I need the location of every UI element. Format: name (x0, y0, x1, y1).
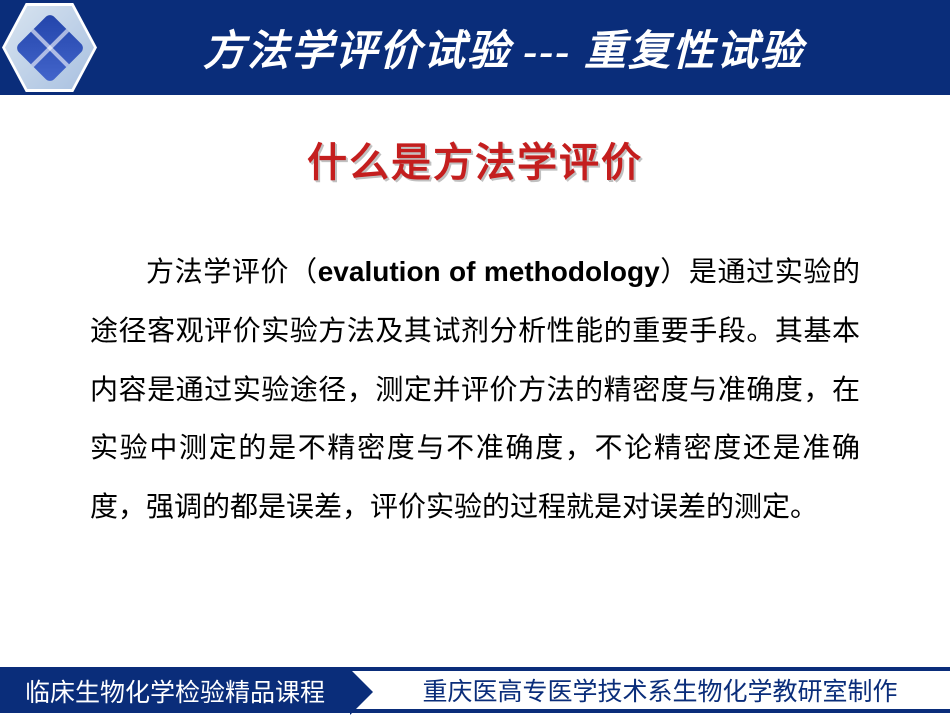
content-subtitle: 什么是方法学评价 (90, 130, 860, 188)
body-text-english: evalution of methodology (318, 256, 660, 287)
body-text-prefix: 方法学评价（ (146, 256, 318, 287)
header-hex-logo (2, 3, 97, 92)
slide-footer: 临床生物化学检验精品课程 重庆医高专医学技术系生物化学教研室制作 (0, 667, 950, 713)
logo-mark-icon (14, 12, 85, 83)
slide-content: 什么是方法学评价 方法学评价（evalution of methodology）… (0, 95, 950, 537)
logo-inner (5, 6, 94, 89)
slide-header: 方法学评价试验 --- 重复性试验 (0, 0, 950, 95)
header-title: 方法学评价试验 --- 重复性试验 (97, 17, 950, 78)
footer-right-label: 重庆医高专医学技术系生物化学教研室制作 (350, 667, 950, 713)
body-paragraph: 方法学评价（evalution of methodology）是通过实验的途径客… (90, 243, 860, 537)
body-text-suffix: ）是通过实验的途径客观评价实验方法及其试剂分析性能的重要手段。其基本内容是通过实… (90, 256, 860, 522)
footer-left-label: 临床生物化学检验精品课程 (0, 667, 350, 713)
